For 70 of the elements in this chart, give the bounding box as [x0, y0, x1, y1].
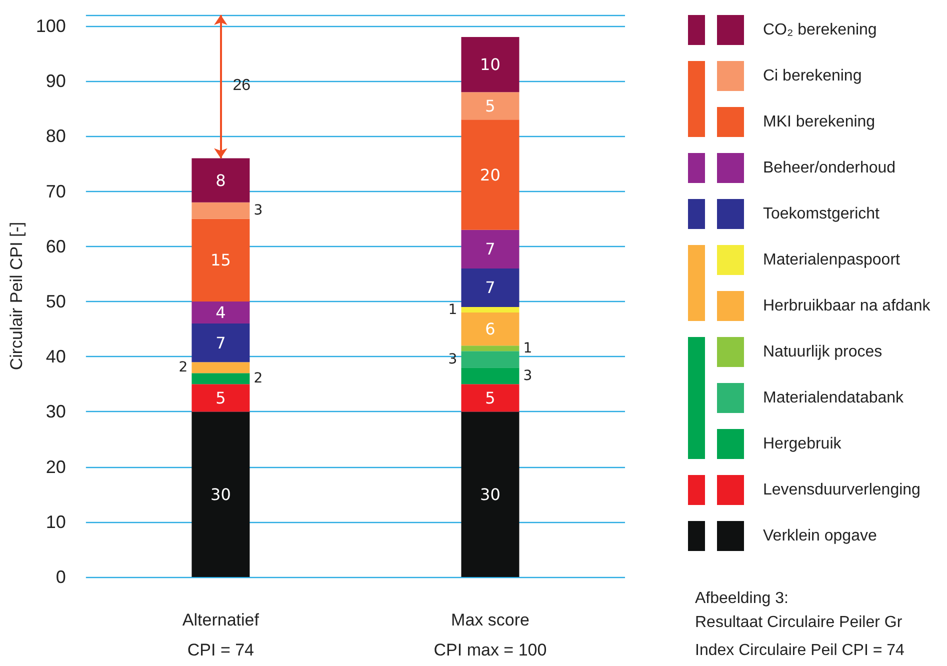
y-tick-label: 50 — [46, 292, 66, 312]
bar — [461, 351, 520, 368]
x-tick-label: Max score CPI max = 100 — [434, 610, 547, 660]
y-axis-title: Circulair Peil CPI [-] — [7, 222, 26, 370]
legend-label: Materialendatabank — [763, 390, 905, 406]
bar — [461, 312, 520, 346]
y-tick-label: 20 — [46, 456, 66, 477]
legend-label: Ci berekening — [763, 68, 862, 84]
y-tick-label: 30 — [46, 402, 66, 422]
legend-label: Materialenpaspoort — [763, 252, 901, 268]
bar — [461, 230, 520, 268]
data-label: 6 — [485, 320, 496, 339]
bar — [461, 37, 520, 92]
text: Index Circulaire Peil CPI = 74 — [695, 642, 904, 660]
y-tick-label: 60 — [46, 236, 66, 256]
bar — [461, 368, 520, 384]
bar — [192, 412, 250, 577]
bar — [192, 324, 250, 362]
bar — [192, 158, 250, 202]
bar — [192, 218, 250, 302]
data-label: 7 — [485, 240, 496, 259]
data-label: 7 — [485, 278, 496, 298]
bar — [192, 384, 250, 412]
data-label: 30 — [480, 484, 500, 504]
x-tick-label: Alternatief CPI = 74 — [182, 610, 260, 660]
bar — [192, 373, 250, 384]
legend-label: CO₂ berekening — [763, 22, 877, 38]
y-tick-label: 0 — [56, 567, 66, 587]
bar — [461, 268, 520, 308]
data-label: 10 — [480, 55, 500, 74]
bar — [461, 346, 520, 352]
data-label: 5 — [485, 388, 496, 408]
data-label: 15 — [210, 250, 231, 270]
data-label: 2 — [178, 360, 188, 376]
data-label: 4 — [216, 303, 226, 322]
data-label: 1 — [448, 302, 458, 318]
legend-label: Levensduurverlenging — [763, 482, 920, 498]
bar — [192, 302, 250, 324]
bar — [192, 202, 250, 219]
legend-label: Herbruikbaar na afdank — [763, 298, 932, 314]
data-label: 30 — [210, 484, 231, 504]
y-tick-label: 100 — [36, 16, 66, 36]
y-tick-label: 70 — [46, 181, 66, 202]
legend-label: Verklein opgave — [763, 528, 877, 544]
data-label: 1 — [523, 340, 532, 356]
legend-label: Toekomstgericht — [763, 206, 880, 222]
text: Afbeelding 3: — [695, 590, 788, 608]
bar — [192, 362, 250, 374]
y-tick-label: 80 — [46, 126, 66, 146]
data-label: 5 — [485, 96, 496, 116]
legend-label: MKI berekening — [763, 114, 876, 130]
text: Resultaat Circulaire Peiler Gr — [695, 614, 902, 632]
bar — [461, 120, 520, 230]
data-label: 3 — [523, 368, 532, 384]
legend-label: Natuurlijk proces — [763, 344, 882, 360]
y-tick-label: 90 — [46, 71, 66, 92]
bar — [461, 412, 520, 577]
data-label: 3 — [254, 202, 263, 219]
bar — [461, 307, 520, 313]
legend-label: Beheer/onderhoud — [763, 160, 896, 176]
data-label: 8 — [216, 170, 226, 190]
bar — [461, 384, 520, 412]
data-label: 7 — [216, 333, 226, 352]
data-label: 20 — [480, 165, 500, 184]
y-tick-label: 10 — [46, 512, 66, 532]
bar — [461, 92, 520, 120]
data-label: 5 — [216, 388, 226, 408]
data-label: 2 — [254, 370, 263, 387]
legend-label: Hergebruik — [763, 436, 842, 452]
y-tick-label: 40 — [46, 346, 66, 367]
